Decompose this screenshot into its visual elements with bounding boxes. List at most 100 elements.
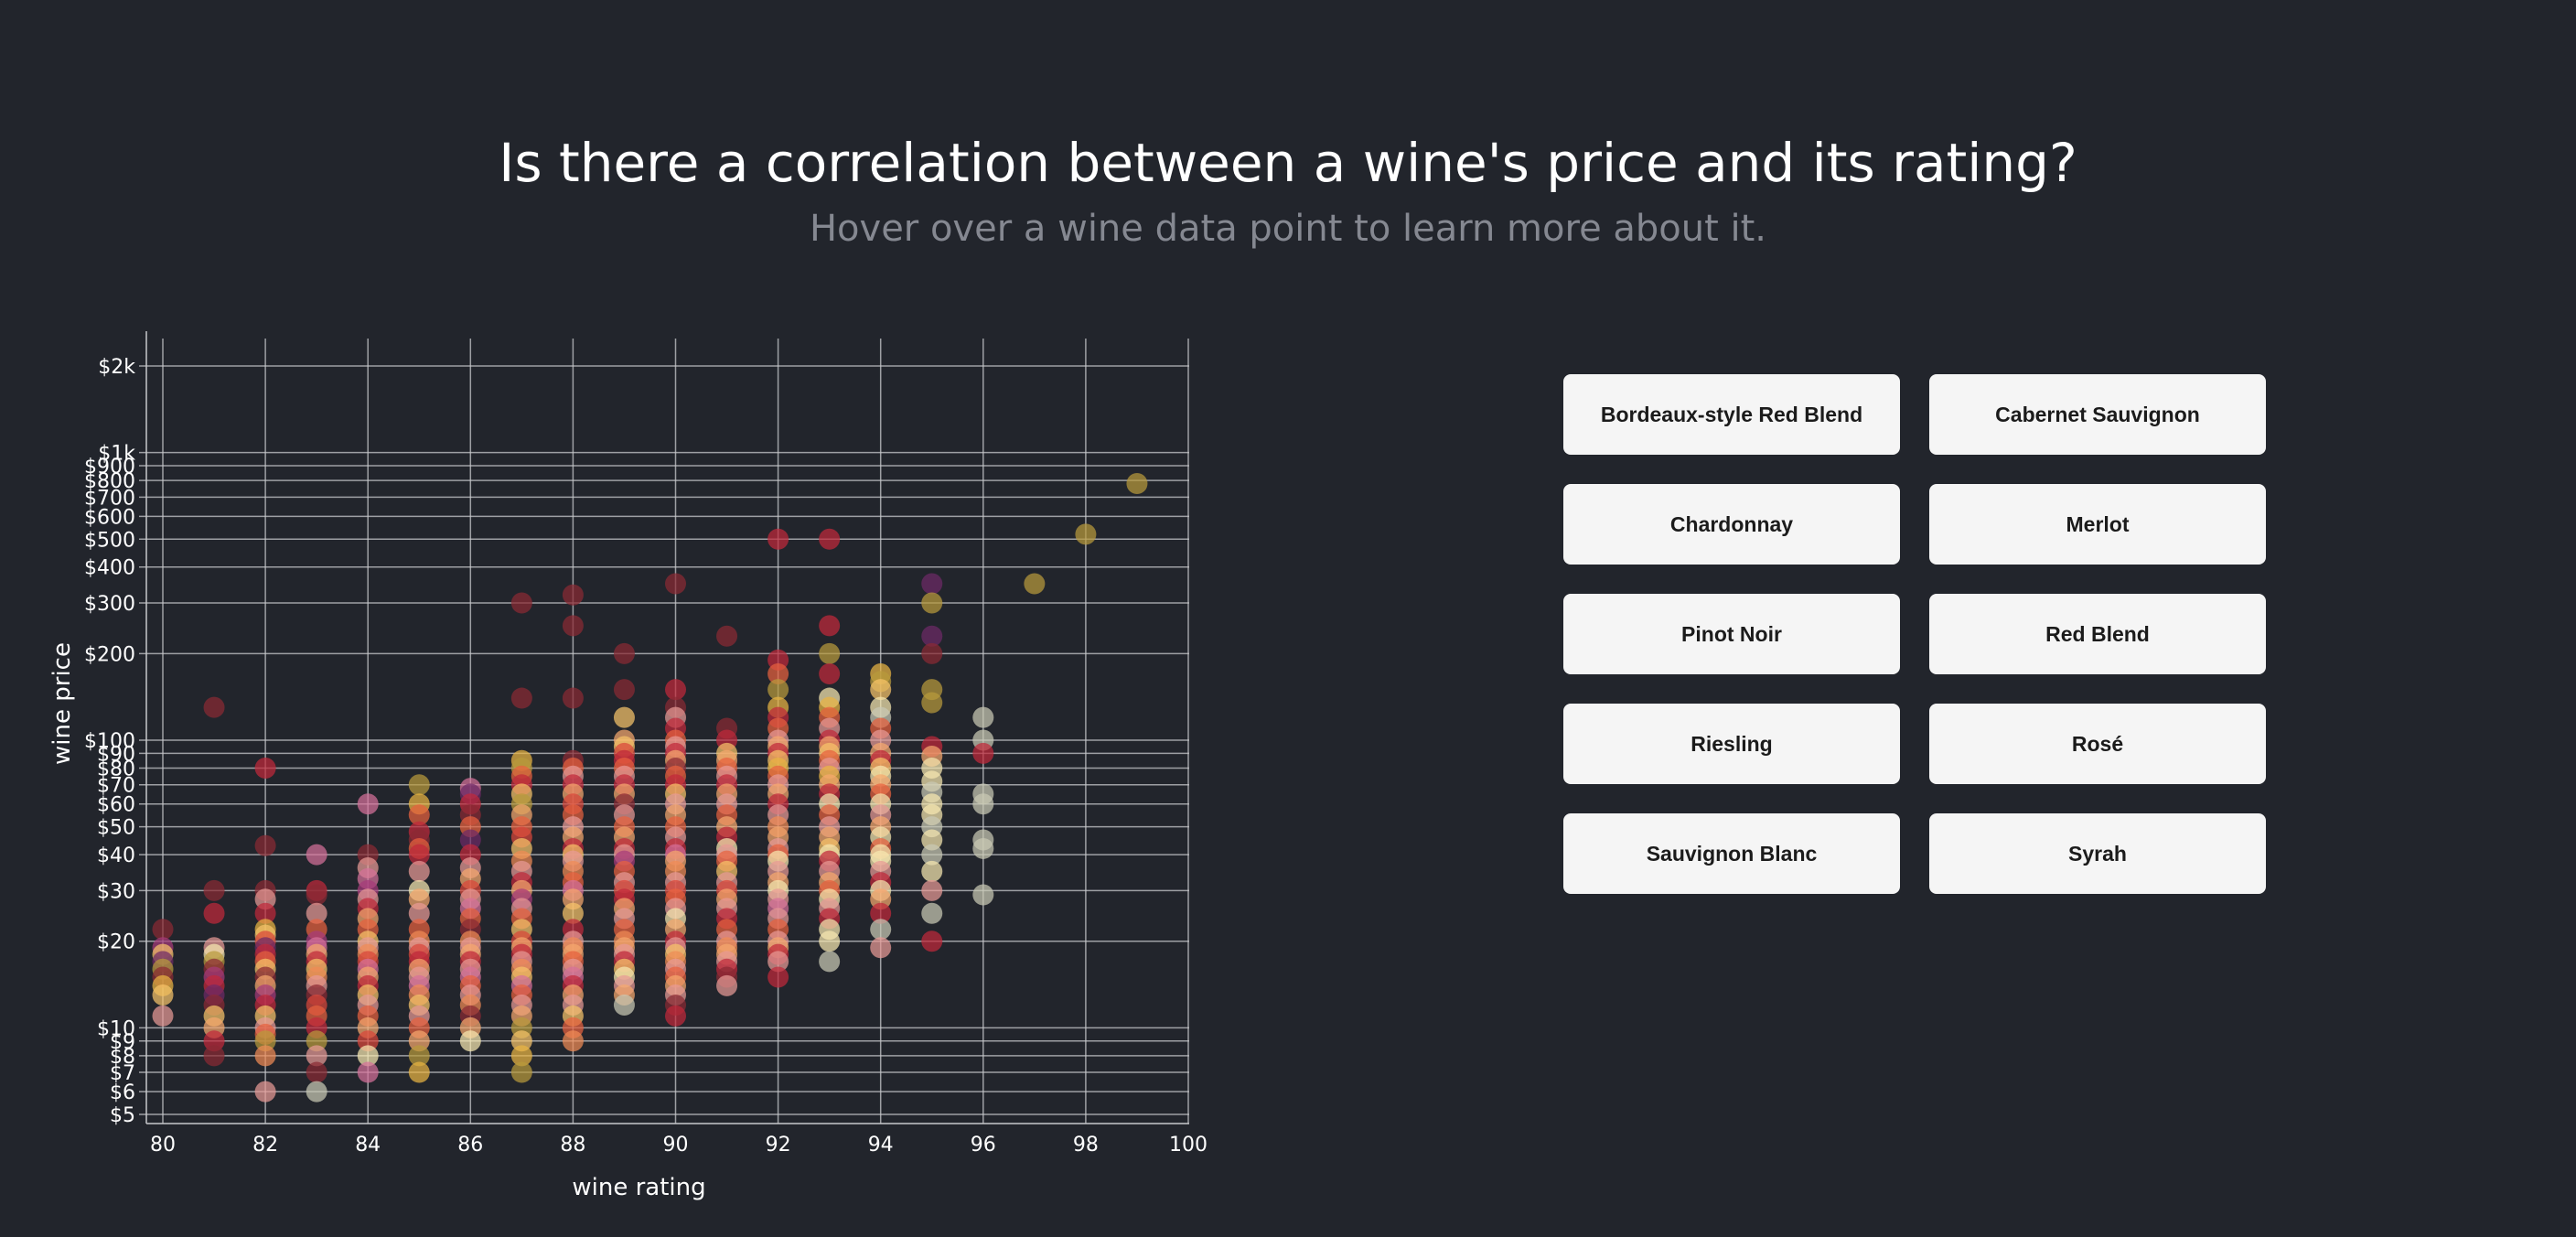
data-point[interactable] bbox=[459, 829, 481, 851]
data-point[interactable] bbox=[408, 774, 430, 796]
data-point[interactable] bbox=[972, 884, 994, 906]
data-point[interactable] bbox=[819, 642, 841, 664]
data-point[interactable] bbox=[1126, 473, 1148, 495]
data-point[interactable] bbox=[357, 793, 379, 815]
data-point[interactable] bbox=[767, 966, 789, 988]
data-point[interactable] bbox=[203, 696, 225, 718]
data-point[interactable] bbox=[306, 844, 327, 866]
data-point[interactable] bbox=[665, 679, 686, 701]
data-point[interactable] bbox=[254, 1045, 276, 1067]
data-point[interactable] bbox=[357, 1045, 379, 1067]
data-point[interactable] bbox=[921, 573, 943, 595]
data-point[interactable] bbox=[408, 1045, 430, 1067]
data-point[interactable] bbox=[254, 1030, 276, 1052]
data-point[interactable] bbox=[921, 625, 943, 647]
data-point[interactable] bbox=[408, 1030, 430, 1052]
varietal-button-sauvignon-blanc[interactable]: Sauvignon Blanc bbox=[1563, 813, 1900, 894]
data-point[interactable] bbox=[921, 592, 943, 614]
data-point[interactable] bbox=[306, 1081, 327, 1103]
data-point[interactable] bbox=[870, 919, 892, 941]
data-point[interactable] bbox=[357, 1030, 379, 1052]
varietal-button-red-blend[interactable]: Red Blend bbox=[1929, 594, 2266, 674]
data-point[interactable] bbox=[819, 615, 841, 637]
data-point[interactable] bbox=[665, 1005, 686, 1027]
varietal-button-syrah[interactable]: Syrah bbox=[1929, 813, 2266, 894]
data-point[interactable] bbox=[716, 625, 738, 647]
data-point[interactable] bbox=[306, 1030, 327, 1052]
data-point[interactable] bbox=[408, 860, 430, 882]
data-point[interactable] bbox=[716, 974, 738, 996]
varietal-button-chardonnay[interactable]: Chardonnay bbox=[1563, 484, 1900, 565]
data-point[interactable] bbox=[408, 804, 430, 826]
data-point[interactable] bbox=[459, 1030, 481, 1052]
data-point[interactable] bbox=[203, 879, 225, 901]
data-point[interactable] bbox=[613, 642, 635, 664]
data-point[interactable] bbox=[819, 528, 841, 550]
data-point[interactable] bbox=[819, 930, 841, 952]
data-point[interactable] bbox=[767, 528, 789, 550]
data-point[interactable] bbox=[972, 706, 994, 728]
data-point[interactable] bbox=[613, 706, 635, 728]
data-point[interactable] bbox=[870, 902, 892, 924]
data-point[interactable] bbox=[562, 615, 584, 637]
data-point[interactable] bbox=[562, 687, 584, 709]
data-point[interactable] bbox=[767, 663, 789, 685]
data-point[interactable] bbox=[562, 902, 584, 924]
data-point[interactable] bbox=[767, 951, 789, 973]
data-point[interactable] bbox=[510, 1061, 532, 1083]
data-point[interactable] bbox=[921, 829, 943, 851]
data-point[interactable] bbox=[408, 844, 430, 866]
varietal-button-merlot[interactable]: Merlot bbox=[1929, 484, 2266, 565]
data-point[interactable] bbox=[152, 1005, 174, 1027]
data-point[interactable] bbox=[562, 1030, 584, 1052]
data-point[interactable] bbox=[254, 902, 276, 924]
data-point[interactable] bbox=[510, 1030, 532, 1052]
data-point[interactable] bbox=[152, 984, 174, 1006]
data-point[interactable] bbox=[510, 592, 532, 614]
data-point[interactable] bbox=[152, 919, 174, 941]
data-point[interactable] bbox=[203, 1045, 225, 1067]
varietal-button-bordeaux-style-red-blend[interactable]: Bordeaux-style Red Blend bbox=[1563, 374, 1900, 455]
data-point[interactable] bbox=[408, 902, 430, 924]
data-point[interactable] bbox=[1075, 523, 1097, 545]
data-point[interactable] bbox=[306, 1045, 327, 1067]
data-point[interactable] bbox=[306, 884, 327, 906]
data-point[interactable] bbox=[203, 902, 225, 924]
data-point[interactable] bbox=[1024, 573, 1046, 595]
data-point[interactable] bbox=[408, 1061, 430, 1083]
data-point[interactable] bbox=[921, 902, 943, 924]
data-point[interactable] bbox=[254, 1081, 276, 1103]
data-point[interactable] bbox=[921, 642, 943, 664]
data-point[interactable] bbox=[921, 692, 943, 714]
data-point[interactable] bbox=[819, 663, 841, 685]
data-point[interactable] bbox=[870, 937, 892, 959]
y-tick-label: $80 bbox=[97, 758, 135, 780]
data-point[interactable] bbox=[254, 757, 276, 779]
varietal-button-pinot-noir[interactable]: Pinot Noir bbox=[1563, 594, 1900, 674]
data-point[interactable] bbox=[921, 930, 943, 952]
varietal-button-ros[interactable]: Rosé bbox=[1929, 704, 2266, 784]
data-point[interactable] bbox=[613, 679, 635, 701]
data-point[interactable] bbox=[921, 860, 943, 882]
data-point[interactable] bbox=[972, 742, 994, 764]
data-point[interactable] bbox=[357, 1061, 379, 1083]
data-point[interactable] bbox=[819, 951, 841, 973]
data-point[interactable] bbox=[921, 879, 943, 901]
data-point[interactable] bbox=[921, 844, 943, 866]
data-point[interactable] bbox=[306, 1061, 327, 1083]
varietal-button-riesling[interactable]: Riesling bbox=[1563, 704, 1900, 784]
data-point[interactable] bbox=[870, 679, 892, 701]
data-point[interactable] bbox=[510, 687, 532, 709]
data-point[interactable] bbox=[972, 837, 994, 859]
data-point[interactable] bbox=[665, 573, 686, 595]
data-point[interactable] bbox=[203, 1030, 225, 1052]
data-point[interactable] bbox=[254, 834, 276, 856]
data-point[interactable] bbox=[510, 1045, 532, 1067]
data-point[interactable] bbox=[972, 793, 994, 815]
data-point[interactable] bbox=[767, 679, 789, 701]
data-point[interactable] bbox=[562, 584, 584, 606]
data-point[interactable] bbox=[306, 902, 327, 924]
data-point[interactable] bbox=[613, 994, 635, 1016]
data-points[interactable] bbox=[152, 473, 1148, 1103]
varietal-button-cabernet-sauvignon[interactable]: Cabernet Sauvignon bbox=[1929, 374, 2266, 455]
